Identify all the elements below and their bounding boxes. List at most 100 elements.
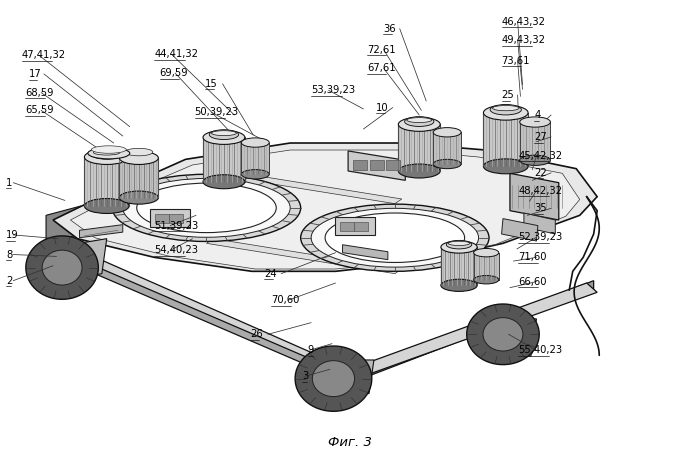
Polygon shape — [71, 150, 579, 269]
Ellipse shape — [301, 204, 489, 271]
Polygon shape — [520, 122, 550, 160]
Text: 53,39,23: 53,39,23 — [311, 85, 355, 95]
Polygon shape — [433, 132, 461, 164]
Polygon shape — [241, 143, 269, 174]
Ellipse shape — [125, 148, 153, 156]
Polygon shape — [301, 360, 374, 394]
Text: 19: 19 — [6, 230, 19, 240]
Polygon shape — [206, 239, 402, 274]
Ellipse shape — [407, 117, 432, 123]
Polygon shape — [467, 304, 539, 365]
Polygon shape — [484, 110, 499, 166]
Text: 8: 8 — [6, 249, 13, 260]
Polygon shape — [484, 113, 528, 166]
Polygon shape — [203, 135, 217, 182]
Ellipse shape — [85, 150, 129, 164]
Polygon shape — [340, 222, 354, 231]
Ellipse shape — [209, 130, 238, 139]
Ellipse shape — [520, 155, 550, 165]
Ellipse shape — [212, 131, 236, 136]
Polygon shape — [53, 239, 597, 379]
Text: 35: 35 — [534, 203, 547, 213]
Polygon shape — [53, 143, 597, 271]
Polygon shape — [241, 141, 251, 174]
Ellipse shape — [520, 117, 550, 127]
Ellipse shape — [325, 213, 465, 263]
Text: 17: 17 — [29, 69, 41, 79]
Polygon shape — [441, 247, 477, 285]
Ellipse shape — [203, 131, 245, 145]
Text: 26: 26 — [250, 329, 264, 339]
Ellipse shape — [42, 250, 82, 285]
Polygon shape — [343, 245, 388, 260]
Polygon shape — [474, 251, 482, 280]
Polygon shape — [398, 122, 413, 171]
Ellipse shape — [441, 241, 477, 253]
Polygon shape — [348, 151, 405, 180]
Polygon shape — [353, 160, 367, 169]
Polygon shape — [474, 253, 499, 280]
Ellipse shape — [405, 117, 434, 126]
Ellipse shape — [94, 150, 120, 155]
Ellipse shape — [241, 169, 269, 179]
Text: 44,41,32: 44,41,32 — [154, 49, 199, 59]
Text: 72,61: 72,61 — [367, 44, 396, 55]
Text: 69,59: 69,59 — [160, 68, 188, 78]
Ellipse shape — [91, 149, 122, 159]
Ellipse shape — [493, 105, 519, 111]
Ellipse shape — [203, 175, 245, 189]
Ellipse shape — [474, 249, 499, 257]
Polygon shape — [335, 217, 375, 235]
Text: 36: 36 — [383, 24, 396, 34]
Polygon shape — [502, 219, 538, 241]
Text: 24: 24 — [264, 269, 277, 278]
Polygon shape — [150, 209, 190, 227]
Polygon shape — [479, 314, 536, 356]
Text: 73,61: 73,61 — [502, 56, 530, 66]
Ellipse shape — [398, 164, 440, 178]
Text: 47,41,32: 47,41,32 — [22, 50, 66, 60]
Ellipse shape — [241, 138, 269, 147]
Polygon shape — [26, 236, 99, 300]
Ellipse shape — [88, 148, 130, 159]
Text: 9: 9 — [308, 345, 314, 355]
Ellipse shape — [125, 151, 152, 160]
Text: 25: 25 — [502, 90, 514, 100]
Polygon shape — [46, 239, 107, 283]
Ellipse shape — [474, 276, 499, 284]
Polygon shape — [46, 243, 350, 383]
Polygon shape — [510, 173, 559, 220]
Text: 3: 3 — [302, 371, 308, 381]
Text: 71,60: 71,60 — [519, 252, 547, 263]
Text: 49,43,32: 49,43,32 — [502, 36, 546, 45]
Ellipse shape — [312, 361, 354, 396]
Polygon shape — [370, 160, 384, 169]
Polygon shape — [520, 120, 531, 160]
Polygon shape — [85, 157, 129, 206]
Text: 46,43,32: 46,43,32 — [502, 17, 546, 27]
Text: 66,60: 66,60 — [519, 277, 547, 286]
Polygon shape — [433, 131, 443, 164]
Polygon shape — [155, 214, 169, 223]
Polygon shape — [350, 281, 593, 383]
Text: 67,61: 67,61 — [367, 63, 396, 73]
Ellipse shape — [433, 159, 461, 168]
Text: 2: 2 — [6, 276, 13, 285]
Polygon shape — [203, 138, 245, 182]
Text: 55,40,23: 55,40,23 — [519, 345, 563, 355]
Ellipse shape — [433, 128, 461, 137]
Polygon shape — [80, 225, 123, 238]
Ellipse shape — [123, 178, 290, 237]
Text: 15: 15 — [205, 79, 218, 89]
Text: 10: 10 — [376, 102, 389, 112]
Polygon shape — [524, 213, 555, 234]
Ellipse shape — [484, 159, 528, 174]
Ellipse shape — [85, 198, 129, 213]
Polygon shape — [398, 124, 440, 171]
Text: 52,39,23: 52,39,23 — [519, 232, 563, 242]
Ellipse shape — [447, 241, 472, 249]
Polygon shape — [354, 222, 368, 231]
Text: 65,59: 65,59 — [25, 105, 54, 115]
Ellipse shape — [441, 279, 477, 292]
Text: 1: 1 — [6, 178, 13, 188]
